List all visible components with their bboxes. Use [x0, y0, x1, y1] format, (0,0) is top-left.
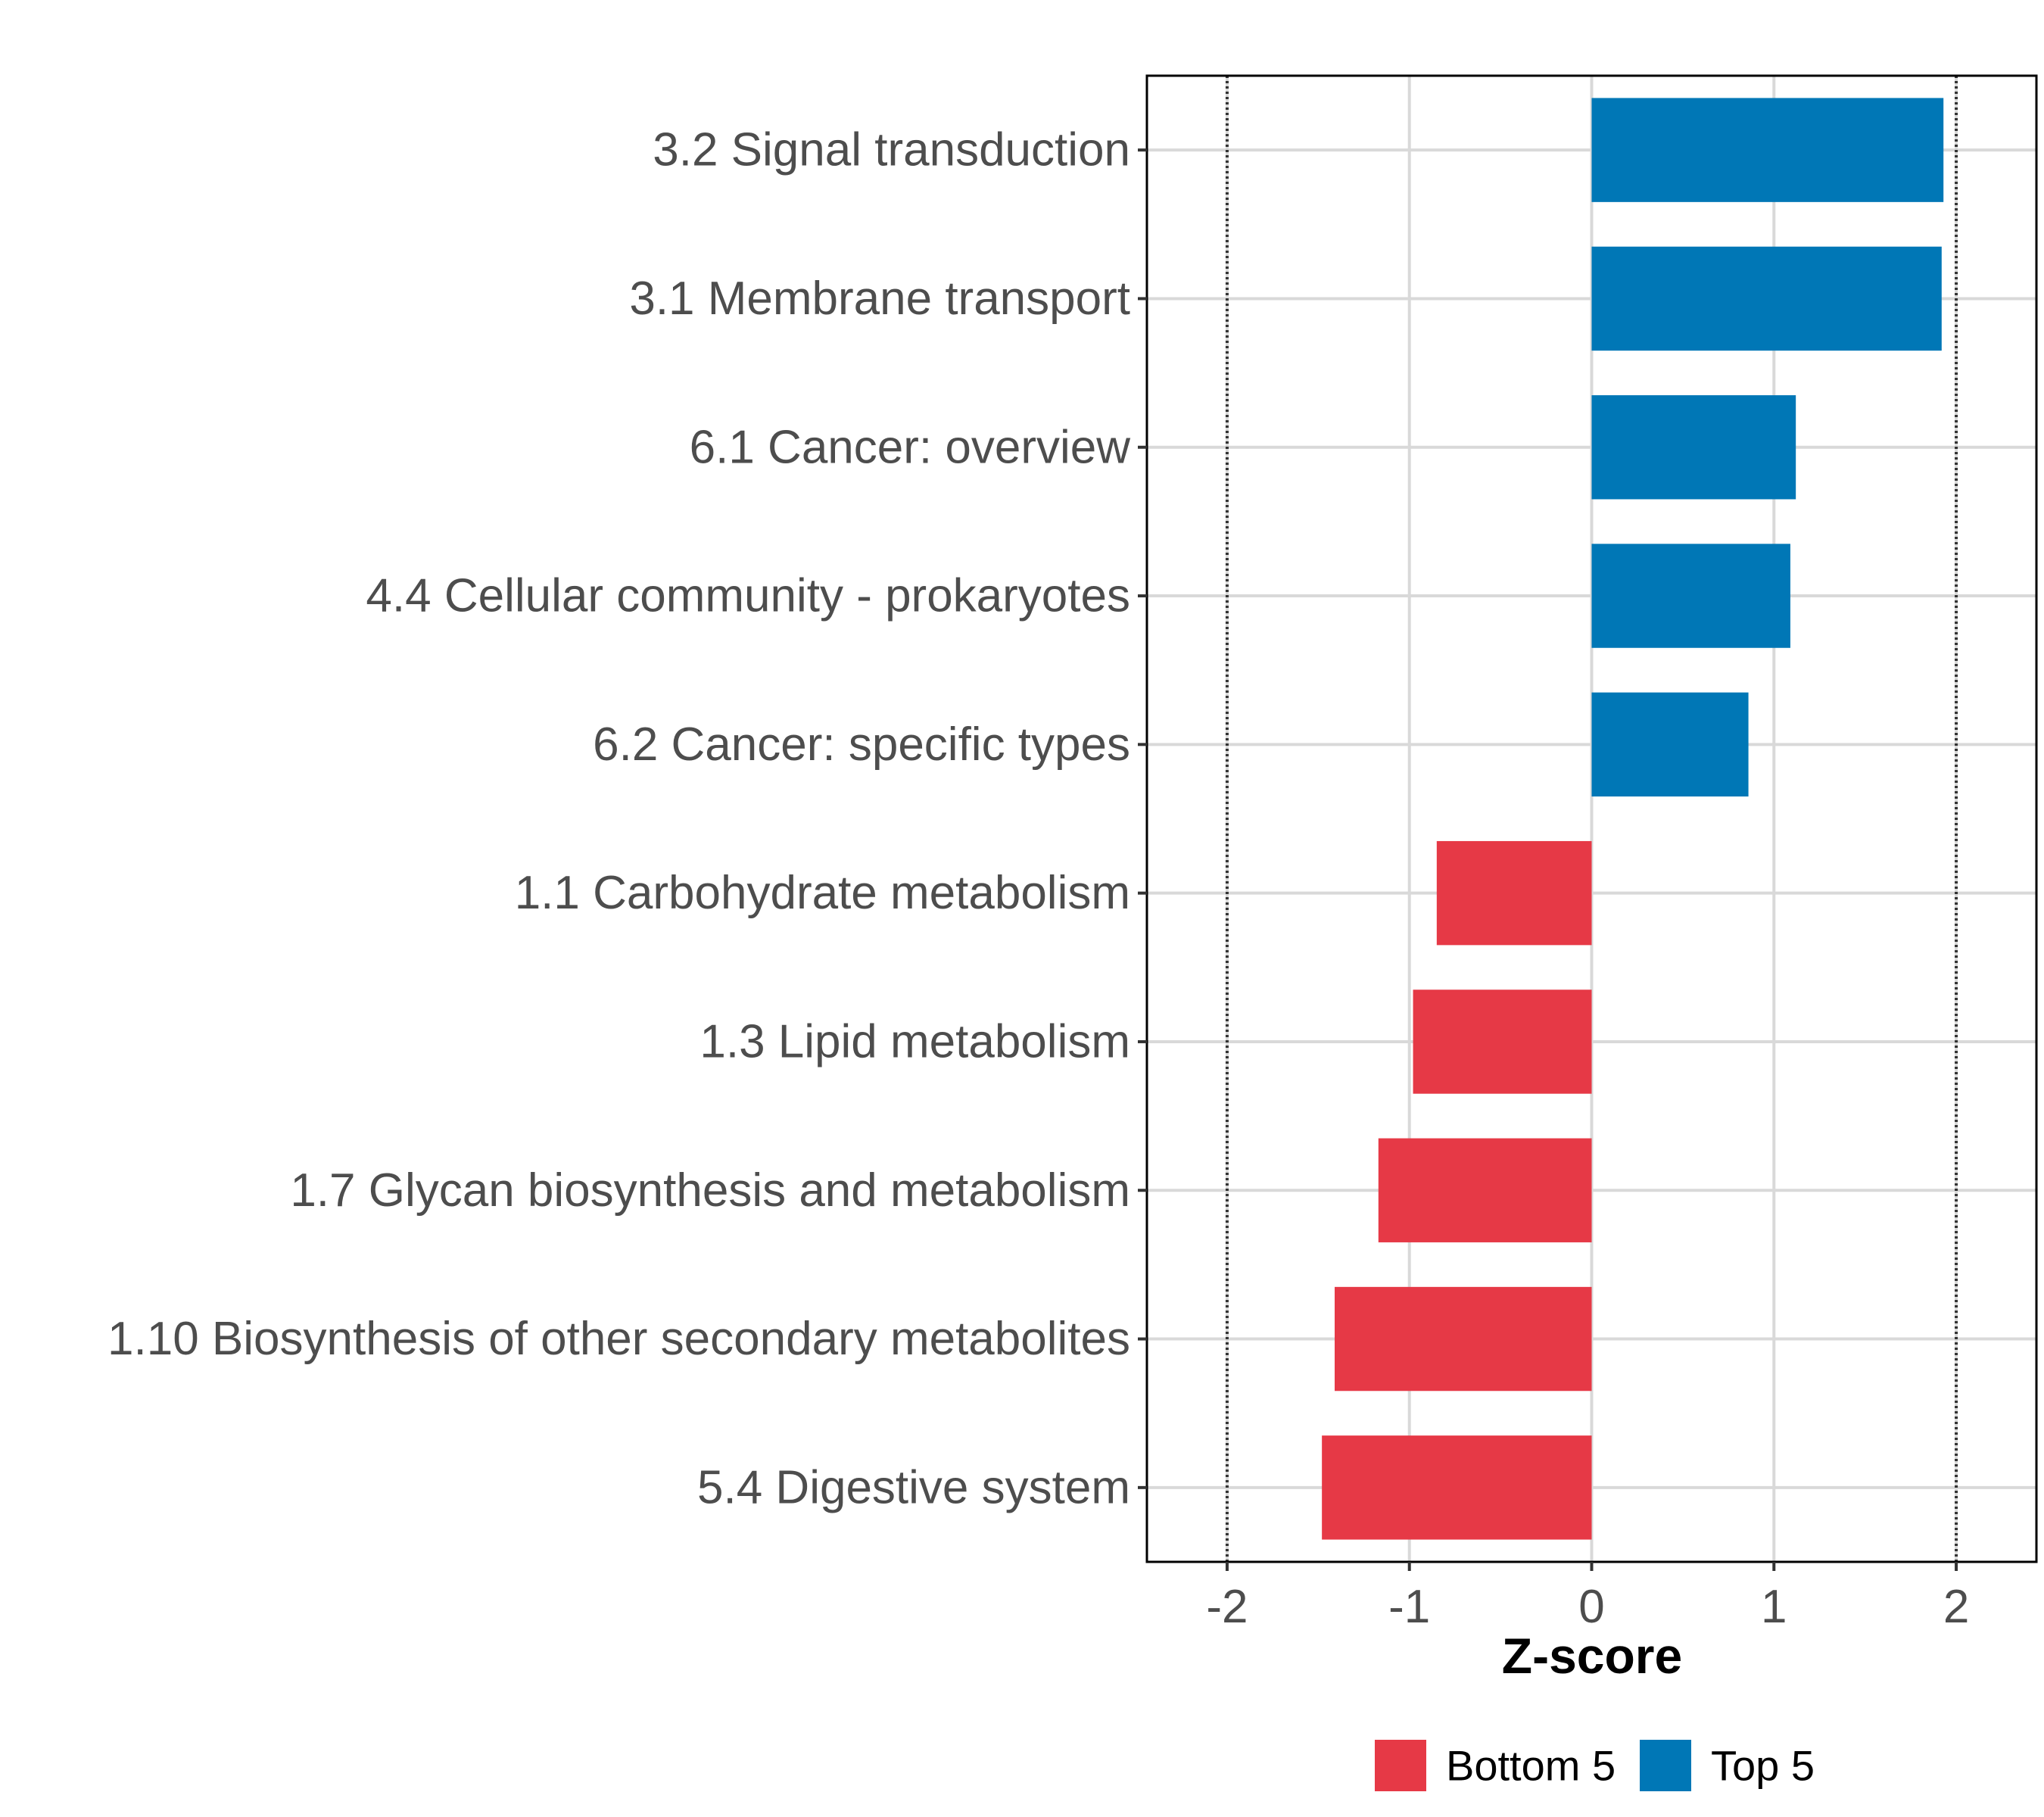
- legend-swatch: [1375, 1740, 1426, 1791]
- bar-7: [1413, 990, 1592, 1094]
- y-tick-label: 5.4 Digestive system: [697, 1461, 1130, 1513]
- x-axis-title: Z-score: [1502, 1628, 1682, 1684]
- y-tick-label: 1.7 Glycan biosynthesis and metabolism: [290, 1164, 1130, 1217]
- x-tick-label: -2: [1206, 1581, 1248, 1633]
- legend: Bottom 5 Top 5: [1375, 1740, 1815, 1791]
- bar-8: [1378, 1138, 1592, 1242]
- bar-5: [1591, 692, 1749, 797]
- legend-label: Bottom 5: [1446, 1742, 1616, 1790]
- y-tick-label: 1.10 Biosynthesis of other secondary met…: [107, 1313, 1130, 1365]
- bar-layer: [1322, 98, 1944, 1540]
- bar-2: [1591, 246, 1942, 351]
- y-tick-label: 6.2 Cancer: specific types: [593, 718, 1130, 771]
- y-tick-label: 3.1 Membrane transport: [629, 273, 1130, 325]
- x-tick-label: 1: [1761, 1581, 1787, 1633]
- bar-4: [1591, 544, 1790, 648]
- x-tick-label: -1: [1388, 1581, 1430, 1633]
- bar-3: [1591, 395, 1796, 500]
- y-tick-label: 1.1 Carbohydrate metabolism: [515, 867, 1130, 919]
- bar-6: [1436, 840, 1592, 946]
- bar-10: [1322, 1435, 1592, 1540]
- bar-9: [1335, 1286, 1592, 1392]
- y-tick-label: 4.4 Cellular community - prokaryotes: [366, 570, 1130, 622]
- reference-lines: [1225, 76, 1958, 1562]
- x-axis: -2 -1 0 1 2: [1206, 1562, 1969, 1633]
- legend-label: Top 5: [1711, 1742, 1815, 1790]
- y-axis: 3.2 Signal transduction 3.1 Membrane tran…: [107, 124, 1147, 1513]
- x-tick-label: 0: [1578, 1581, 1604, 1633]
- y-tick-label: 6.1 Cancer: overview: [690, 421, 1131, 473]
- bar-1: [1591, 98, 1944, 202]
- y-tick-label: 1.3 Lipid metabolism: [700, 1015, 1130, 1067]
- legend-swatch: [1640, 1740, 1691, 1791]
- x-tick-label: 2: [1943, 1581, 1969, 1633]
- y-tick-label: 3.2 Signal transduction: [653, 124, 1130, 176]
